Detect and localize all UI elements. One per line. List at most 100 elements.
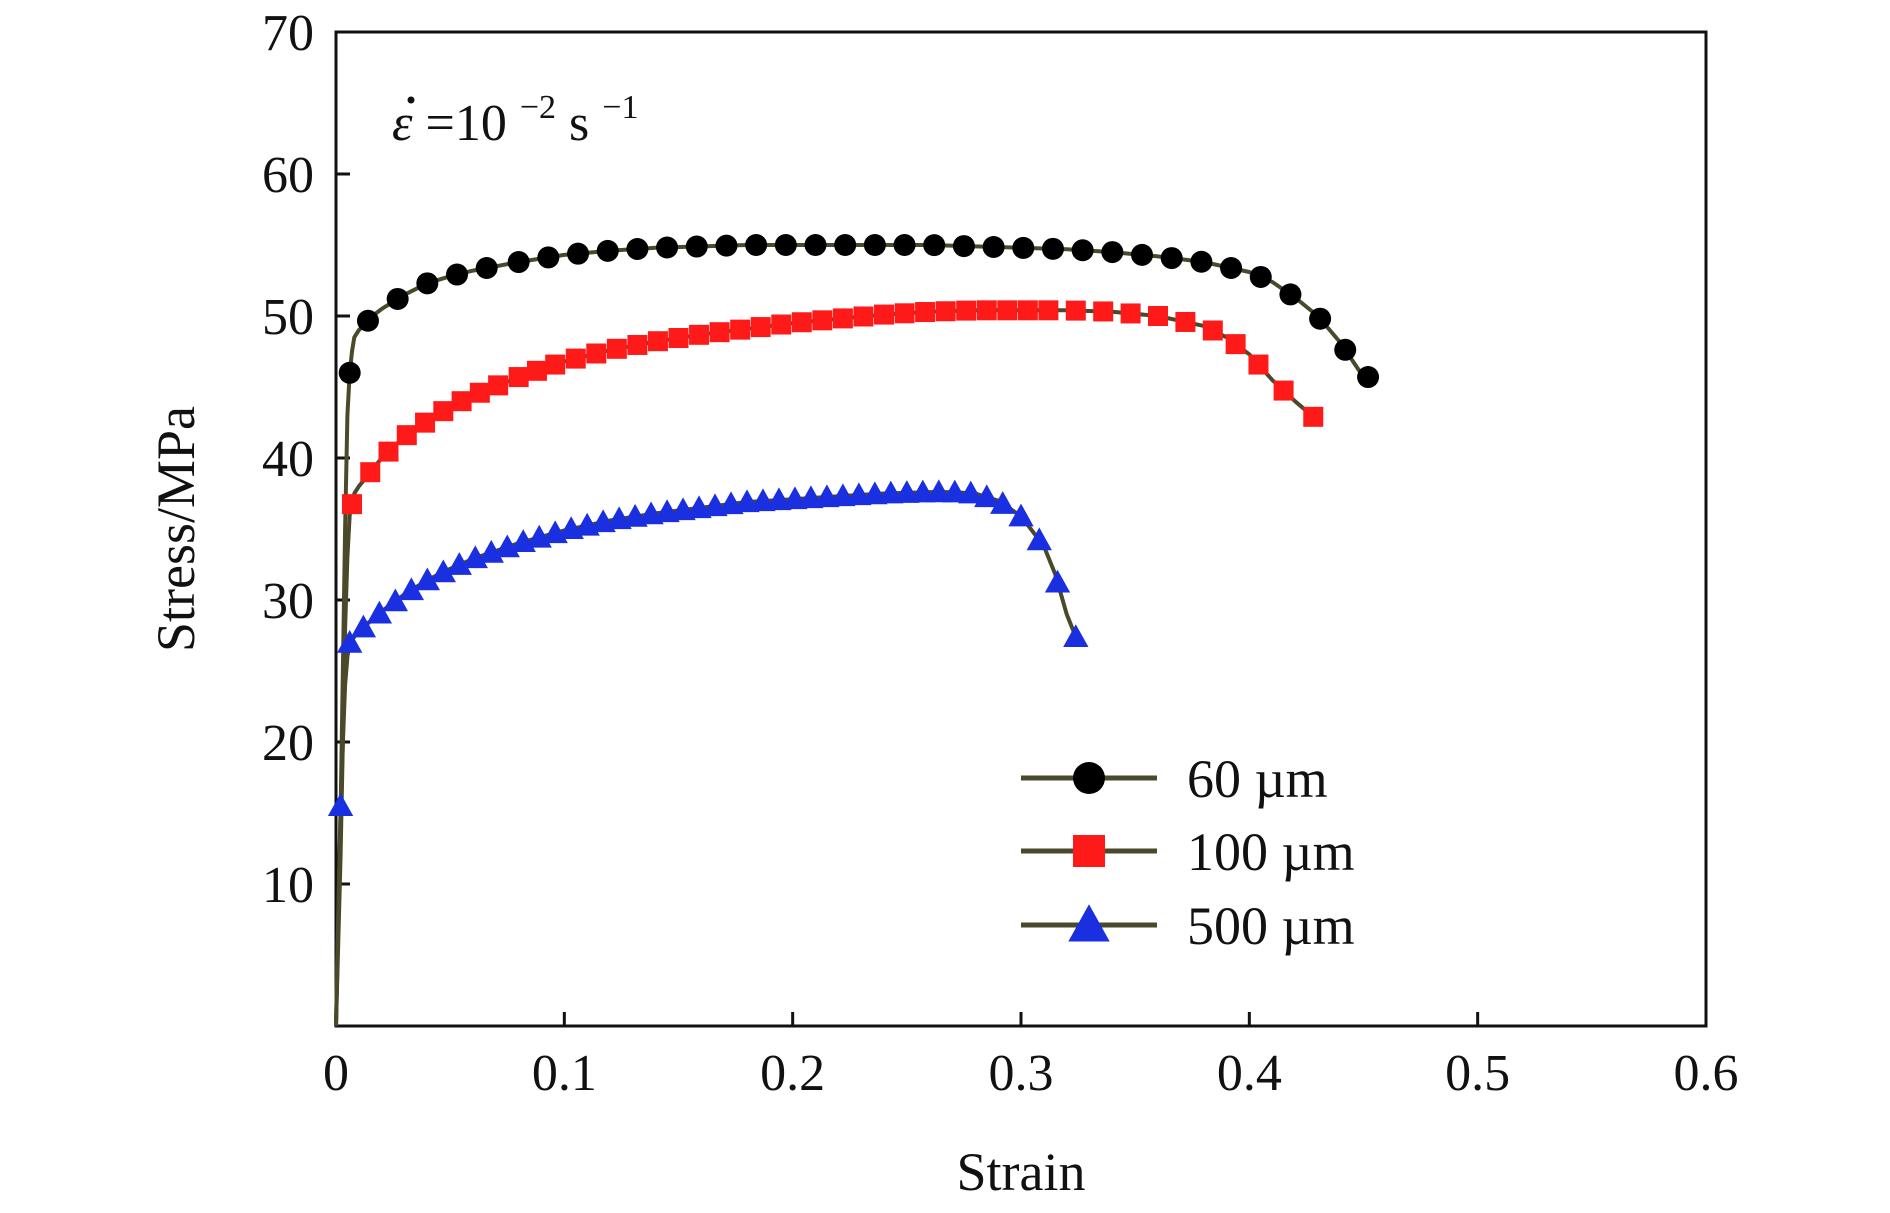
data-point-marker: [545, 354, 566, 375]
data-point-marker: [469, 382, 490, 403]
data-point-marker: [771, 314, 792, 335]
x-tick-label: 0.2: [760, 1045, 825, 1102]
data-point-marker: [709, 322, 730, 343]
data-point-marker: [565, 348, 586, 369]
legend-item: 500 µm: [1021, 896, 1355, 956]
data-point-marker: [750, 317, 771, 338]
data-point-marker: [341, 494, 362, 515]
data-point-marker: [327, 793, 354, 817]
y-tick-label: 40: [262, 431, 314, 488]
legend-marker: [1068, 904, 1110, 942]
data-point-marker: [976, 300, 997, 321]
data-point-marker: [853, 306, 874, 327]
y-axis-ticks: 10 20 30 40 50 60 70: [262, 5, 350, 914]
data-point-marker: [396, 425, 417, 446]
data-point-marker: [804, 234, 827, 256]
data-point-marker: [952, 235, 975, 258]
x-tick-label: 0.1: [532, 1045, 597, 1102]
data-point-marker: [360, 462, 381, 483]
data-point-marker: [350, 614, 377, 638]
data-point-marker: [685, 235, 708, 258]
data-point-marker: [832, 308, 853, 329]
data-point-marker: [935, 301, 956, 322]
legend-marker: [1073, 762, 1105, 794]
data-point-marker: [874, 304, 894, 325]
data-point-marker: [910, 479, 936, 503]
data-point-marker: [1148, 306, 1168, 326]
strain-rate-dot: [407, 96, 415, 104]
legend-item: 60 µm: [1021, 749, 1328, 809]
data-point-marker: [689, 324, 710, 345]
strain-rate-unit-exponent: −1: [602, 89, 638, 126]
data-point-marker: [1357, 366, 1380, 389]
data-point-marker: [398, 577, 424, 601]
data-point-marker: [730, 319, 751, 340]
data-point-marker: [893, 234, 916, 256]
data-point-marker: [596, 239, 619, 262]
data-point-marker: [1303, 406, 1324, 427]
data-point-marker: [1309, 307, 1332, 330]
data-point-marker: [537, 246, 560, 269]
data-point-marker: [982, 235, 1005, 258]
y-tick-label: 10: [262, 857, 314, 914]
series-layer: [327, 234, 1380, 1027]
data-point-marker: [508, 367, 529, 388]
data-point-marker: [1202, 320, 1223, 341]
data-point-marker: [1008, 503, 1034, 527]
data-point-marker: [942, 479, 968, 503]
x-axis-title: Strain: [957, 1142, 1086, 1202]
data-point-marker: [1249, 265, 1272, 288]
data-point-marker: [715, 234, 738, 257]
strain-rate-annotation: ε =10 −2 s −1: [392, 73, 638, 152]
y-tick-label: 30: [262, 573, 314, 630]
legend: 60 µm 100 µm 500 µm: [1021, 749, 1355, 956]
data-point-marker: [894, 303, 915, 324]
data-point-marker: [526, 360, 547, 381]
data-point-marker: [1334, 338, 1357, 361]
data-point-marker: [1279, 283, 1302, 306]
data-point-marker: [1012, 236, 1035, 259]
legend-label: 60 µm: [1187, 749, 1328, 809]
data-point-marker: [507, 251, 530, 274]
x-axis-ticks: 0 0.1 0.2 0.3 0.4 0.5 0.6: [323, 1012, 1739, 1102]
x-tick-label: 0.5: [1445, 1045, 1510, 1102]
data-point-marker: [1038, 300, 1059, 321]
x-tick-label: 0.3: [989, 1045, 1054, 1102]
data-point-marker: [1017, 300, 1038, 321]
series-3: [327, 479, 1089, 1027]
y-tick-label: 20: [262, 715, 314, 772]
data-point-marker: [430, 559, 456, 583]
data-point-marker: [668, 328, 689, 349]
data-point-marker: [923, 234, 946, 257]
data-point-marker: [915, 302, 936, 323]
legend-label: 100 µm: [1187, 822, 1355, 882]
data-point-marker: [1044, 569, 1071, 593]
data-point-marker: [863, 234, 886, 256]
data-point-marker: [606, 338, 627, 359]
data-point-marker: [433, 401, 454, 422]
series-line: [334, 308, 1315, 1027]
data-point-marker: [1175, 311, 1196, 332]
strain-rate-exponent: −2: [520, 89, 556, 126]
strain-rate-unit: s: [569, 95, 589, 152]
data-point-marker: [1273, 380, 1294, 401]
data-point-marker: [997, 300, 1018, 321]
data-point-marker: [1225, 334, 1246, 355]
data-point-marker: [1131, 243, 1154, 266]
data-point-marker: [626, 237, 649, 260]
data-point-marker: [1071, 239, 1094, 262]
data-point-marker: [812, 310, 833, 331]
data-point-marker: [1220, 257, 1243, 280]
legend-marker: [1073, 835, 1105, 867]
y-tick-label: 70: [262, 5, 314, 62]
data-point-marker: [958, 480, 984, 504]
series-1: [334, 234, 1380, 1027]
data-point-marker: [337, 629, 363, 653]
data-point-marker: [415, 412, 436, 433]
data-point-marker: [451, 391, 472, 412]
data-point-marker: [446, 552, 472, 575]
data-point-marker: [1101, 241, 1124, 264]
data-point-marker: [386, 287, 409, 310]
data-point-marker: [926, 479, 952, 503]
